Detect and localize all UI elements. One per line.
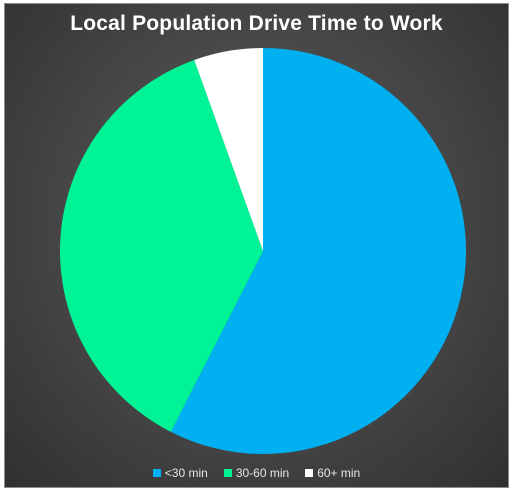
legend-item: 60+ min — [305, 466, 360, 480]
pie-slice-3 — [194, 48, 263, 251]
legend-item: <30 min — [152, 466, 208, 480]
legend-swatch — [152, 469, 161, 477]
chart-area: Local Population Drive Time to Work <30 … — [4, 3, 509, 488]
pie-slice-2 — [60, 60, 263, 432]
legend-label: 60+ min — [317, 466, 361, 480]
legend-label: <30 min — [164, 466, 208, 480]
chart-title: Local Population Drive Time to Work — [70, 12, 443, 35]
legend-swatch — [305, 469, 314, 477]
legend-item: 30-60 min — [223, 466, 290, 480]
pie-chart — [60, 48, 467, 454]
chart-legend: <30 min 30-60 min 60+ min — [5, 466, 508, 480]
legend-label: 30-60 min — [235, 466, 290, 480]
pie-slice-1 — [170, 48, 467, 454]
legend-swatch — [223, 469, 232, 477]
